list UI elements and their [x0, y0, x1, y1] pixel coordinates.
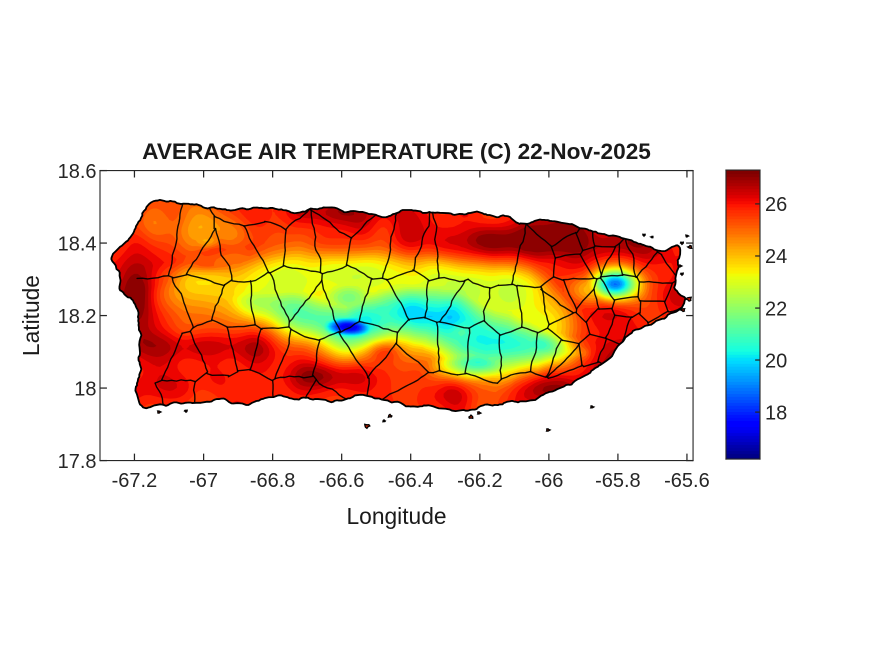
svg-text:-67.2: -67.2: [112, 470, 158, 492]
svg-text:-66.6: -66.6: [319, 470, 365, 492]
svg-text:Latitude: Latitude: [18, 275, 44, 356]
svg-text:-66: -66: [534, 470, 563, 492]
svg-text:-65.8: -65.8: [595, 470, 641, 492]
svg-text:18.4: 18.4: [58, 233, 97, 255]
svg-text:Longitude: Longitude: [347, 503, 447, 529]
svg-text:24: 24: [765, 246, 787, 268]
svg-text:-66.2: -66.2: [457, 470, 503, 492]
svg-text:18: 18: [765, 402, 787, 424]
svg-text:18: 18: [74, 378, 96, 400]
svg-text:22: 22: [765, 298, 787, 320]
svg-text:-67: -67: [189, 470, 218, 492]
svg-text:18.6: 18.6: [58, 161, 97, 183]
svg-text:20: 20: [765, 350, 787, 372]
svg-text:AVERAGE AIR TEMPERATURE (C) 22: AVERAGE AIR TEMPERATURE (C) 22-Nov-2025: [142, 139, 651, 164]
svg-text:17.8: 17.8: [58, 451, 97, 473]
svg-text:18.2: 18.2: [58, 306, 97, 328]
svg-text:26: 26: [765, 194, 787, 216]
svg-text:-66.4: -66.4: [388, 470, 434, 492]
svg-text:-65.6: -65.6: [664, 470, 710, 492]
svg-text:-66.8: -66.8: [250, 470, 296, 492]
